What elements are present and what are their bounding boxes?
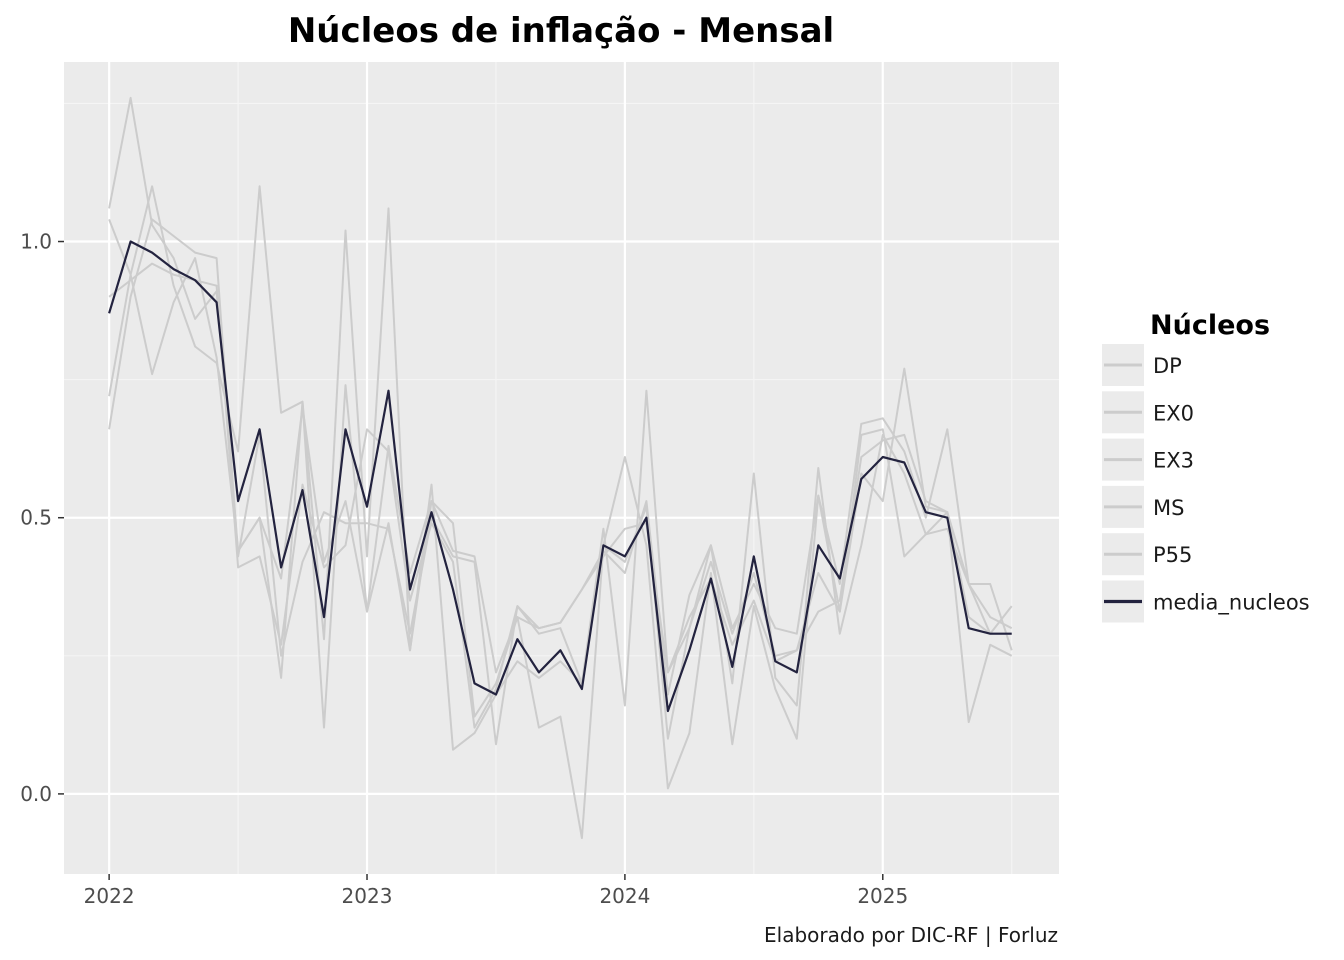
- y-tick-label: 0.0: [20, 782, 52, 806]
- y-tick-label: 0.5: [20, 506, 52, 530]
- x-tick-label: 2022: [84, 884, 135, 908]
- series-line-p55: [108, 96, 1013, 840]
- legend-item-dp: DP: [1102, 344, 1182, 386]
- minor-gridlines: [64, 62, 1059, 874]
- major-gridlines: [64, 62, 1059, 874]
- series-line-media-nucleos: [108, 240, 1012, 713]
- legend-label: media_nucleos: [1153, 591, 1310, 616]
- x-tick-label: 2025: [857, 884, 908, 908]
- x-tick-label: 2023: [342, 884, 393, 908]
- legend-item-ex3: EX3: [1102, 438, 1194, 481]
- legend-item-p55: P55: [1102, 533, 1192, 576]
- legend-item-ms: MS: [1102, 485, 1184, 528]
- y-tick-label: 1.0: [20, 230, 52, 254]
- series-lines: [108, 96, 1013, 840]
- axis-ticks: [58, 240, 884, 880]
- legend-label: DP: [1153, 354, 1182, 378]
- legend: DP EX0 EX3 MS P55 media_nucleos: [1102, 344, 1310, 623]
- legend-item-ex0: EX0: [1102, 391, 1194, 434]
- legend-label: EX3: [1153, 449, 1194, 473]
- chart-title: Núcleos de inflação - Mensal: [288, 11, 834, 51]
- series-line-ex0: [108, 185, 1013, 751]
- legend-item-media-nucleos: media_nucleos: [1102, 580, 1310, 623]
- legend-label: EX0: [1153, 401, 1194, 425]
- legend-title: Núcleos: [1150, 310, 1270, 341]
- tick-labels: 2022 2023 2024 2025 0.0 0.5 1.0: [20, 230, 908, 908]
- legend-label: P55: [1153, 543, 1192, 567]
- chart-caption: Elaborado por DIC-RF | Forluz: [764, 923, 1058, 947]
- series-line-ms: [108, 262, 1012, 740]
- legend-label: MS: [1153, 496, 1184, 520]
- x-tick-label: 2024: [599, 884, 650, 908]
